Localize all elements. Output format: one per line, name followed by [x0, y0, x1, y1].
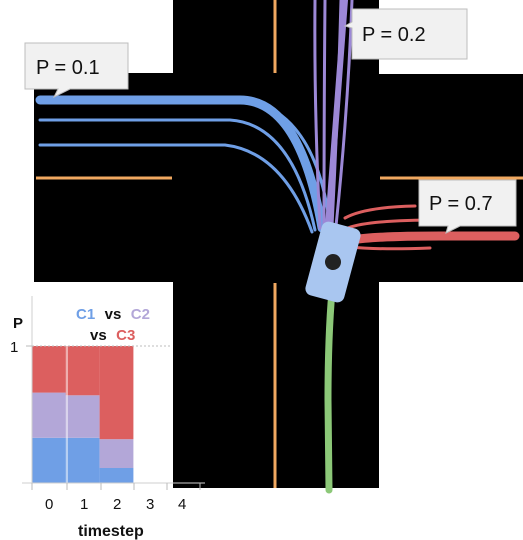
chart-y-tick-label: 1: [10, 339, 18, 356]
chart-title-vs-1: vs: [105, 306, 122, 323]
c1-trajectories: [35, 95, 332, 234]
bar-c1-t0: [32, 437, 66, 483]
chart-x-tick-label: 1: [80, 496, 88, 513]
callout-left-label: P = 0.1: [36, 57, 100, 79]
bar-c3-t0: [32, 346, 66, 393]
c3-trajectory-main: [347, 231, 520, 245]
c2-trajectory: [313, 0, 322, 230]
bar-c1-t2: [99, 467, 134, 483]
c1-trajectory: [38, 143, 314, 234]
chart-x-axis-label: timestep: [78, 523, 144, 540]
chart-x-tick-label: 3: [146, 496, 154, 513]
c2-trajectory: [322, 0, 327, 228]
chart-title-vs-2: vs: [90, 327, 107, 344]
chart-title-c2: C2: [131, 306, 150, 323]
chart-title-line-2: vs C3: [90, 327, 135, 344]
chart-bars: [32, 346, 134, 483]
bar-c3-t2: [99, 346, 134, 440]
chart-y-axis-label: P: [13, 315, 23, 332]
c2-trajectories: [313, 0, 354, 230]
car-icon: [305, 221, 361, 303]
bar-c1-t1: [65, 437, 100, 483]
chart-title-line-1: C1 vs C2: [76, 306, 150, 323]
bar-c2-t1: [65, 395, 100, 438]
curb-bottom-right: [379, 282, 523, 488]
c2-trajectory: [330, 0, 343, 228]
chart-x-tick-label: 2: [113, 496, 121, 513]
c3-trajectory: [343, 204, 417, 220]
chart-x-tick-label: 0: [45, 496, 53, 513]
callout-left-box: [24, 42, 129, 99]
bar-c2-t0: [32, 392, 66, 438]
callout-top-label: P = 0.2: [362, 24, 426, 46]
callout-left: P = 0.1: [24, 42, 129, 99]
callout-top: P = 0.2: [343, 8, 468, 60]
c1-trajectory: [243, 98, 332, 228]
bar-c3-t1: [65, 346, 100, 396]
callout-right-box: [418, 179, 517, 234]
callout-right: P = 0.7: [418, 179, 517, 234]
chart-title-c3: C3: [116, 327, 135, 344]
vehicle-center-marker: [325, 254, 341, 270]
probability-chart: C1 vs C2 vs C3 P 1 timestep 0 1 2 3 4: [0, 282, 205, 540]
bar-c2-t2: [99, 439, 134, 468]
callout-right-label: P = 0.7: [429, 193, 493, 215]
c1-trajectory: [38, 118, 317, 232]
chart-x-tick-label: 4: [178, 496, 186, 513]
callout-top-box: [343, 8, 468, 60]
chart-title-c1: C1: [76, 306, 95, 323]
